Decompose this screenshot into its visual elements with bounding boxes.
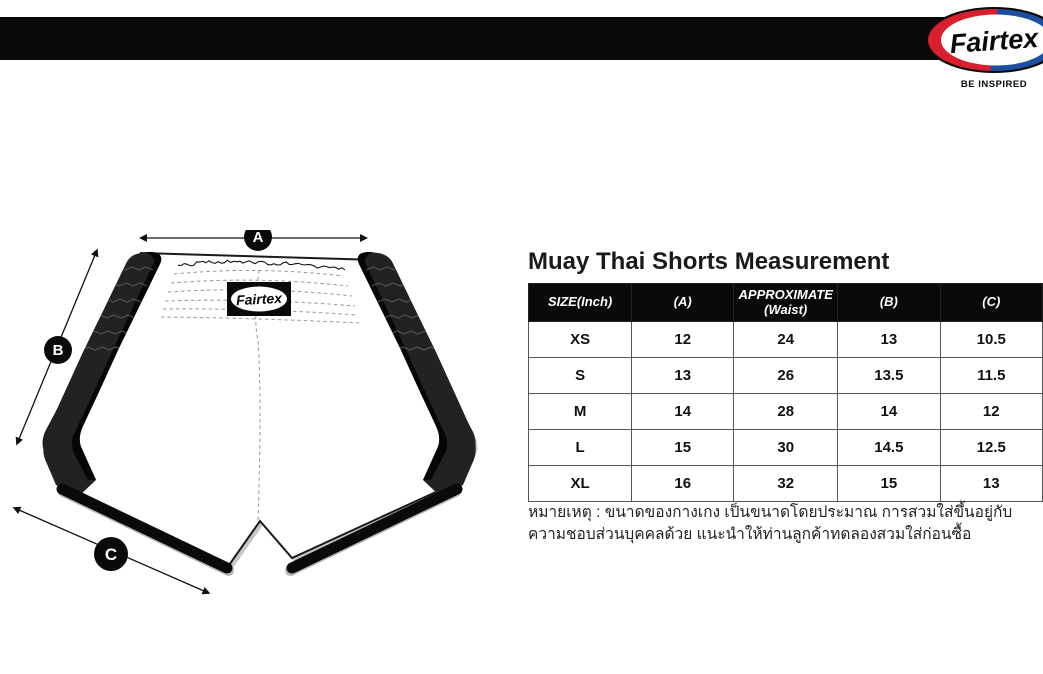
svg-text:Fairtex: Fairtex (236, 290, 284, 308)
svg-text:BE INSPIRED: BE INSPIRED (961, 79, 1027, 90)
svg-text:C: C (105, 545, 117, 564)
svg-text:A: A (253, 230, 264, 246)
svg-text:B: B (53, 342, 64, 359)
svg-text:Fairtex: Fairtex (949, 23, 1040, 59)
